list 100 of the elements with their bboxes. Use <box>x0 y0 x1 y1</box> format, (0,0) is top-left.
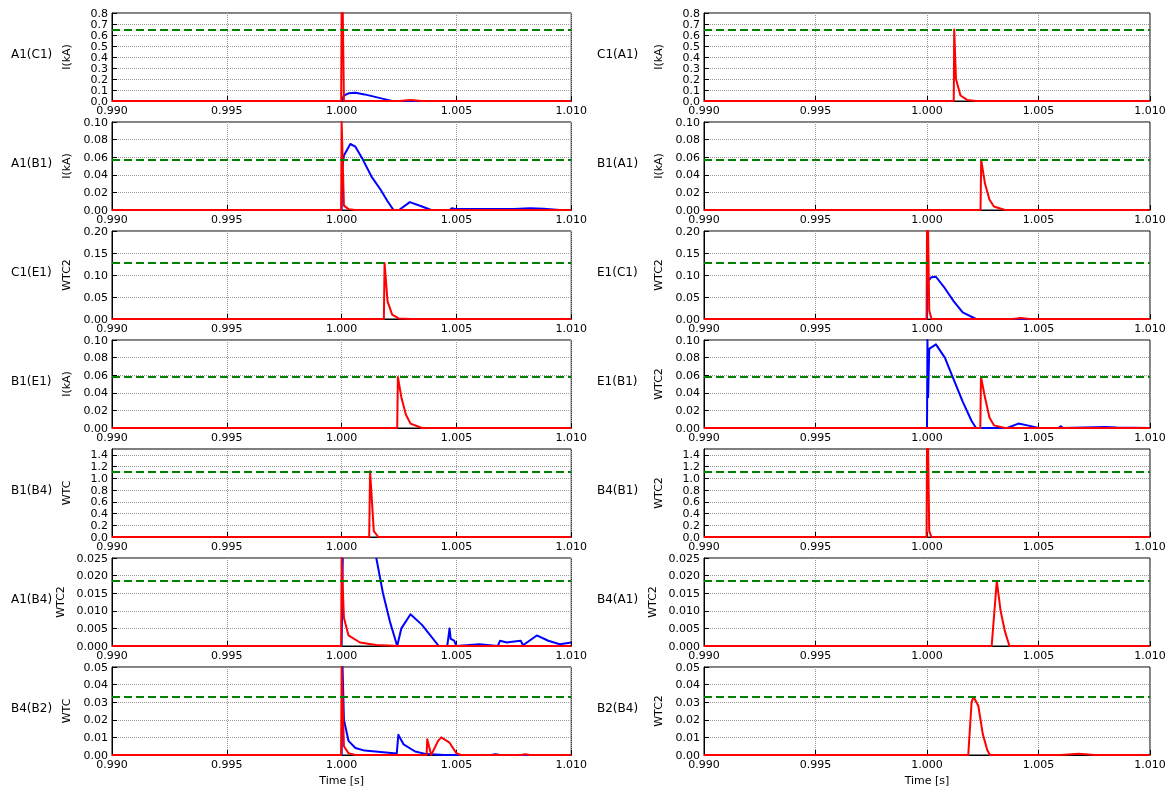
y-tick-label: 0.2 <box>682 72 700 86</box>
y-tick-label: 0.4 <box>90 50 108 64</box>
x-tick-label: 1.005 <box>440 431 473 444</box>
y-tick-label: 0.06 <box>675 150 700 164</box>
y-tick-label: 0.15 <box>675 246 700 260</box>
y-tick-label: 0.1 <box>90 83 108 97</box>
x-tick-label: 0.995 <box>211 213 243 226</box>
x-tick-label: 0.990 <box>688 431 720 444</box>
x-tick-label: 1.005 <box>440 322 473 335</box>
x-tick-label: 1.010 <box>1134 649 1166 662</box>
x-axis-title: Time [s] <box>903 774 950 787</box>
y-axis-title: WTC <box>60 698 73 724</box>
text: C1(A1) <box>597 47 639 61</box>
x-tick-label: 0.990 <box>688 540 720 553</box>
y-tick-label: 0.10 <box>83 115 108 129</box>
y-tick-label: 0.03 <box>83 695 108 709</box>
x-tick-label: 1.000 <box>911 213 943 226</box>
x-tick-label: 0.990 <box>96 104 128 117</box>
y-tick-label: 0.3 <box>682 61 700 75</box>
text: A1(B1) <box>11 156 53 170</box>
x-tick-label: 0.990 <box>96 758 128 771</box>
y-tick-label: 0.10 <box>675 333 700 347</box>
y-tick-label: 0.010 <box>668 604 700 618</box>
text: A1(B4) <box>11 592 53 606</box>
y-tick-label: 0.04 <box>675 168 700 182</box>
y-tick-label: 1.4 <box>682 448 700 462</box>
y-tick-label: 0.2 <box>90 518 108 532</box>
x-tick-label: 0.995 <box>799 649 832 662</box>
y-axis-title: WTC2 <box>652 368 665 400</box>
x-tick-label: 1.010 <box>555 104 587 117</box>
y-axis-title: I(kA) <box>60 44 73 70</box>
x-tick-label: 0.990 <box>688 758 720 771</box>
y-tick-label: 0.025 <box>76 551 108 565</box>
x-tick-label: 1.010 <box>555 322 587 335</box>
y-axis-title: WTC2 <box>652 477 665 509</box>
y-tick-label: 0.01 <box>675 730 700 744</box>
x-tick-label: 1.010 <box>1134 540 1166 553</box>
x-tick-label: 0.995 <box>799 213 832 226</box>
y-tick-label: 0.010 <box>76 604 108 618</box>
x-tick-label: 1.005 <box>1022 213 1055 226</box>
y-tick-label: 0.6 <box>90 28 108 42</box>
text: B4(A1) <box>597 592 639 606</box>
y-tick-label: 0.025 <box>668 551 700 565</box>
y-tick-label: 0.01 <box>83 730 108 744</box>
x-tick-label: 1.010 <box>1134 758 1166 771</box>
y-tick-label: 0.04 <box>83 386 108 400</box>
x-tick-label: 0.990 <box>688 104 720 117</box>
x-tick-label: 1.005 <box>1022 431 1055 444</box>
y-tick-label: 0.5 <box>682 39 700 53</box>
x-tick-label: 0.995 <box>799 758 832 771</box>
x-tick-label: 0.990 <box>96 322 128 335</box>
y-tick-label: 0.04 <box>83 168 108 182</box>
text: A1(C1) <box>11 47 53 61</box>
x-tick-label: 1.000 <box>911 322 943 335</box>
y-tick-label: 0.02 <box>675 403 700 417</box>
x-tick-label: 1.005 <box>440 213 473 226</box>
x-tick-label: 1.000 <box>911 431 943 444</box>
y-tick-label: 0.7 <box>682 17 700 31</box>
y-tick-label: 1.0 <box>90 471 108 485</box>
x-tick-label: 1.010 <box>555 758 587 771</box>
y-tick-label: 0.005 <box>76 621 108 635</box>
text: B4(B1) <box>597 483 639 497</box>
x-tick-label: 0.995 <box>799 540 832 553</box>
x-tick-label: 0.995 <box>211 540 243 553</box>
y-axis-title: I(kA) <box>652 44 665 70</box>
y-tick-label: 0.20 <box>83 224 108 238</box>
y-tick-label: 0.2 <box>682 518 700 532</box>
y-tick-label: 0.015 <box>76 586 108 600</box>
y-tick-label: 1.0 <box>682 471 700 485</box>
y-tick-label: 0.005 <box>668 621 700 635</box>
y-tick-label: 0.05 <box>83 290 108 304</box>
x-tick-label: 1.000 <box>325 758 358 771</box>
y-tick-label: 0.03 <box>675 695 700 709</box>
y-tick-label: 0.02 <box>675 185 700 199</box>
x-tick-label: 0.990 <box>688 322 720 335</box>
y-tick-label: 0.05 <box>675 660 700 674</box>
x-tick-label: 0.995 <box>211 649 243 662</box>
y-tick-label: 0.7 <box>90 17 108 31</box>
text: C1(E1) <box>11 265 52 279</box>
y-tick-label: 0.08 <box>675 351 700 365</box>
x-tick-label: 1.010 <box>555 540 587 553</box>
y-tick-label: 0.5 <box>90 39 108 53</box>
y-tick-label: 0.06 <box>83 368 108 382</box>
x-tick-label: 1.010 <box>555 649 587 662</box>
x-tick-label: 1.010 <box>555 213 587 226</box>
y-tick-label: 0.06 <box>83 150 108 164</box>
y-axis-title: WTC2 <box>652 695 665 727</box>
x-tick-label: 0.995 <box>799 431 832 444</box>
text: E1(C1) <box>597 265 638 279</box>
x-tick-label: 1.000 <box>325 104 358 117</box>
y-tick-label: 0.4 <box>682 507 700 521</box>
y-tick-label: 0.10 <box>675 115 700 129</box>
x-tick-label: 1.000 <box>325 649 358 662</box>
y-tick-label: 0.2 <box>90 72 108 86</box>
x-tick-label: 1.010 <box>1134 213 1166 226</box>
y-tick-label: 0.06 <box>675 368 700 382</box>
x-tick-label: 1.005 <box>440 649 473 662</box>
y-tick-label: 0.05 <box>83 660 108 674</box>
y-tick-label: 0.020 <box>76 569 108 583</box>
y-tick-label: 0.04 <box>675 678 700 692</box>
